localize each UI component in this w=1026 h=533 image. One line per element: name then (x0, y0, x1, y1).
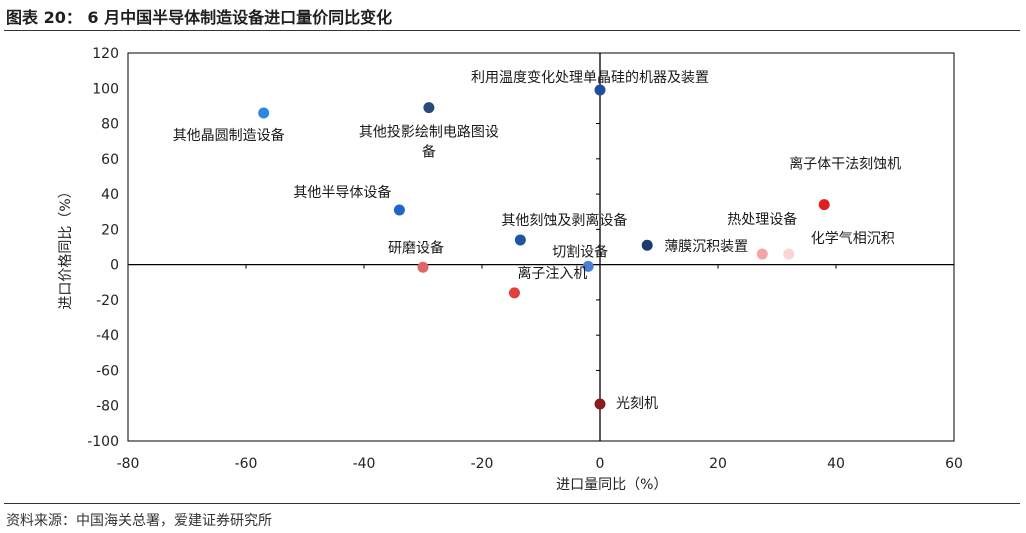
point-label: 其他刻蚀及剥离设备 (501, 212, 627, 229)
y-tick-label: -60 (96, 363, 119, 379)
point-label: 热处理设备 (727, 211, 797, 228)
x-tick-label: -60 (235, 456, 258, 472)
point-label: 光刻机 (616, 396, 658, 412)
data-point (258, 107, 270, 119)
data-point (756, 248, 768, 260)
data-point (783, 248, 795, 260)
point-label: 切割设备 (552, 243, 608, 260)
y-tick-label: 60 (101, 152, 119, 168)
y-tick-label: 100 (92, 81, 119, 97)
point-label: 化学气相沉积 (811, 231, 895, 247)
y-tick-label: -100 (87, 434, 119, 450)
data-point (417, 261, 429, 273)
point-label: 离子注入机 (517, 265, 587, 282)
y-tick-label: 20 (101, 222, 119, 238)
point-label: 利用温度变化处理单晶硅的机器及装置 (471, 70, 709, 86)
y-tick-label: -40 (96, 328, 119, 344)
data-point (594, 398, 606, 410)
data-point (393, 204, 405, 216)
point-label: 其他晶圆制造设备 (173, 127, 285, 144)
x-tick-label: -80 (117, 456, 140, 472)
point-label: 离子体干法刻蚀机 (789, 156, 901, 173)
point-label: 研磨设备 (388, 239, 444, 256)
y-tick-label: 40 (101, 187, 119, 203)
point-label-line: 其他投影绘制电路图设 (359, 125, 499, 141)
y-tick-label: 120 (92, 46, 119, 62)
data-point (514, 234, 526, 246)
figure-title: 图表 20： 6 月中国半导体制造设备进口量价同比变化 (6, 8, 393, 27)
x-tick-label: 60 (945, 456, 963, 472)
axes: -80 -60 -40 -20 0 20 40 60 -100 -80 -60 -40 -20 0 20 40… (87, 46, 963, 472)
y-tick-label: 80 (101, 117, 119, 133)
x-tick-label: 40 (827, 456, 845, 472)
x-axis-label: 进口量同比（%） (556, 477, 667, 493)
x-tick-label: -40 (353, 456, 376, 472)
point-label: 其他投影绘制电路图设备 (359, 125, 499, 161)
source-note: 资料来源：中国海关总署，爱建证券研究所 (6, 513, 272, 529)
data-point (818, 199, 830, 211)
point-label-line: 备 (422, 144, 436, 161)
source-rule (4, 503, 1020, 504)
x-tick-label: 20 (709, 456, 727, 472)
data-point (582, 260, 594, 272)
data-point (423, 102, 435, 114)
x-tick-label: 0 (596, 456, 605, 472)
points (258, 84, 830, 410)
point-label: 其他半导体设备 (293, 184, 391, 201)
plot-frame (127, 52, 955, 442)
data-point (641, 239, 653, 251)
y-tick-label: 0 (110, 258, 119, 274)
y-tick-label: -20 (96, 293, 119, 309)
x-tick-label: -20 (471, 456, 494, 472)
point-label: 薄膜沉积装置 (664, 239, 748, 255)
data-point (594, 84, 606, 96)
y-axis-label: 进口价格同比（%） (58, 184, 74, 309)
y-tick-label: -80 (96, 399, 119, 415)
title-rule (4, 30, 1020, 31)
data-point (508, 287, 520, 299)
